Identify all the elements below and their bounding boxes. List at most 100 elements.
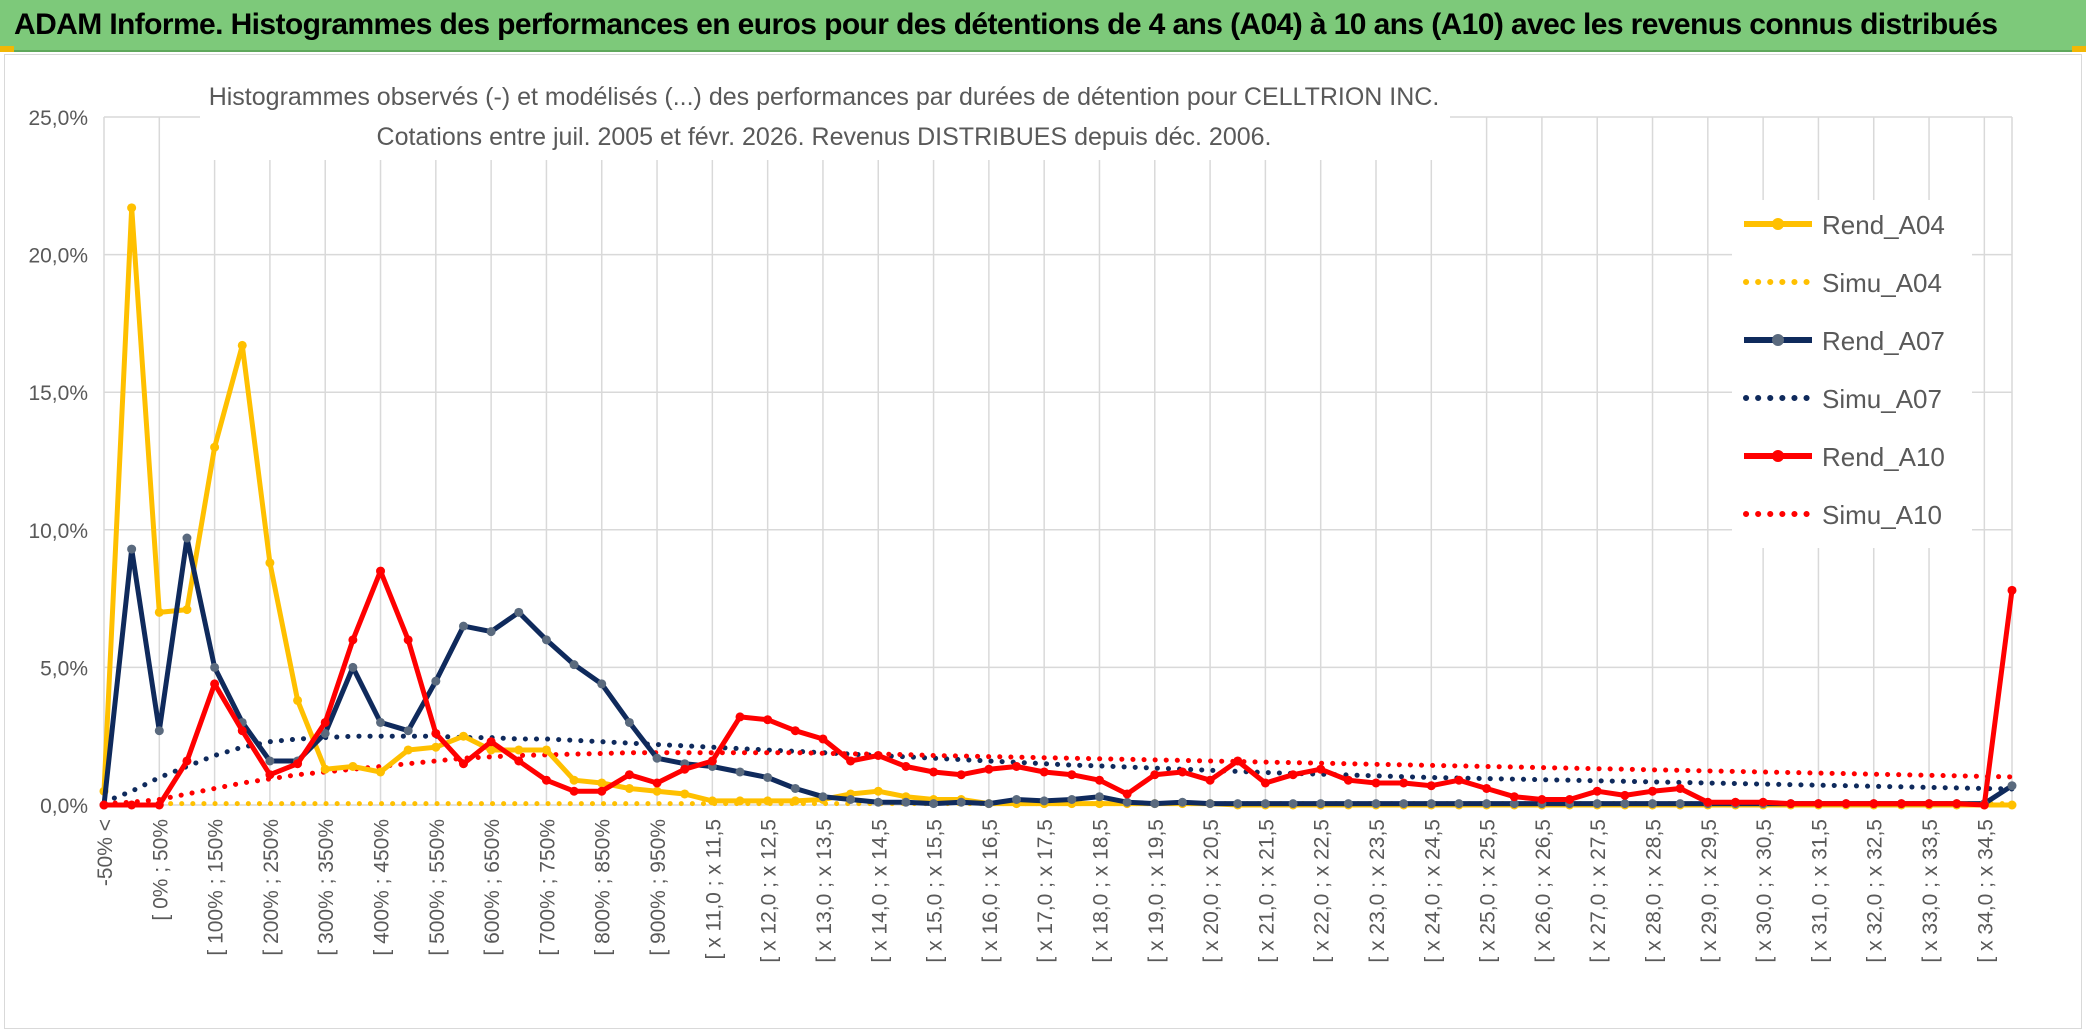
series-line-simu-a07 xyxy=(101,733,2015,805)
data-point-rend-a04 xyxy=(265,558,275,568)
data-point-rend-a07 xyxy=(1205,799,1215,809)
data-point-rend-a10 xyxy=(1426,781,1436,791)
data-point-rend-a10 xyxy=(1979,800,1989,810)
x-tick-label: [ x 26,0 ; x 26,5 xyxy=(1532,819,1555,963)
data-point-rend-a07 xyxy=(210,662,220,672)
data-point-rend-a07 xyxy=(1343,799,1353,809)
data-point-rend-a10 xyxy=(1482,783,1492,793)
data-point-rend-a10 xyxy=(237,726,247,736)
data-point-rend-a04 xyxy=(2007,800,2017,810)
y-tick-label: 5,0% xyxy=(40,657,88,680)
data-point-rend-a10 xyxy=(1205,775,1215,785)
x-tick-label: [ 100% ; 150% xyxy=(205,819,228,956)
corner-accent-right xyxy=(2072,46,2086,52)
data-point-rend-a04 xyxy=(790,796,800,806)
x-tick-label: [ 400% ; 450% xyxy=(371,819,394,956)
legend-label-rend-a10: Rend_A10 xyxy=(1822,442,1945,472)
data-point-rend-a04 xyxy=(541,745,551,755)
data-point-rend-a07 xyxy=(1675,799,1685,809)
data-point-rend-a04 xyxy=(154,607,164,617)
x-tick-label: [ 700% ; 750% xyxy=(536,819,559,956)
legend-item-rend-a10[interactable]: Rend_A10 xyxy=(1732,432,1972,490)
data-point-rend-a07 xyxy=(1509,799,1519,809)
data-point-rend-a10 xyxy=(1371,778,1381,788)
data-point-rend-a10 xyxy=(652,778,662,788)
data-point-rend-a10 xyxy=(1813,799,1823,809)
data-point-rend-a07 xyxy=(320,728,330,738)
data-point-rend-a07 xyxy=(458,621,468,631)
data-point-rend-a10 xyxy=(1537,794,1547,804)
x-tick-label: [ 900% ; 950% xyxy=(647,819,670,956)
y-tick-label: 15,0% xyxy=(28,382,88,405)
x-tick-label: [ x 21,0 ; x 21,5 xyxy=(1255,819,1278,963)
data-point-rend-a07 xyxy=(514,607,524,617)
x-tick-label: -50% < xyxy=(94,819,117,886)
x-tick-label: [ x 25,0 ; x 25,5 xyxy=(1477,819,1500,963)
corner-accent-left xyxy=(0,46,14,52)
x-tick-label: [ x 24,0 ; x 24,5 xyxy=(1421,819,1444,963)
data-point-rend-a10 xyxy=(1592,786,1602,796)
x-tick-label: [ 200% ; 250% xyxy=(260,819,283,956)
x-tick-label: [ x 13,0 ; x 13,5 xyxy=(813,819,836,963)
data-point-rend-a10 xyxy=(431,728,441,738)
data-point-rend-a07 xyxy=(1177,797,1187,807)
data-point-rend-a10 xyxy=(929,767,939,777)
x-tick-label: [ x 30,0 ; x 30,5 xyxy=(1753,819,1776,963)
data-point-rend-a10 xyxy=(1758,797,1768,807)
legend-item-simu-a04[interactable]: Simu_A04 xyxy=(1732,258,1972,316)
data-point-rend-a04 xyxy=(182,605,192,615)
data-point-rend-a07 xyxy=(873,797,883,807)
data-point-rend-a07 xyxy=(1454,799,1464,809)
data-point-rend-a04 xyxy=(403,745,413,755)
legend-swatch-simu-a07 xyxy=(1743,395,1814,401)
data-point-rend-a10 xyxy=(597,786,607,796)
data-point-rend-a07 xyxy=(2007,781,2017,791)
data-point-rend-a10 xyxy=(901,761,911,771)
data-point-rend-a10 xyxy=(458,759,468,769)
series-line-rend-a10 xyxy=(104,568,2015,808)
data-point-rend-a07 xyxy=(1094,792,1104,802)
x-tick-label: [ 300% ; 350% xyxy=(315,819,338,956)
data-point-rend-a10 xyxy=(210,679,220,689)
data-point-rend-a10 xyxy=(486,737,496,747)
data-point-rend-a07 xyxy=(790,783,800,793)
data-point-rend-a10 xyxy=(846,756,856,766)
legend-label-simu-a10: Simu_A10 xyxy=(1822,500,1942,530)
data-point-rend-a10 xyxy=(735,712,745,722)
legend-item-rend-a07[interactable]: Rend_A07 xyxy=(1732,316,1972,374)
data-point-rend-a07 xyxy=(624,717,634,727)
report-title: ADAM Informe. Histogrammes des performan… xyxy=(14,8,1998,41)
data-point-rend-a10 xyxy=(1565,794,1575,804)
legend-item-simu-a10[interactable]: Simu_A10 xyxy=(1732,490,1972,548)
report-header: ADAM Informe. Histogrammes des performan… xyxy=(0,0,2086,52)
data-point-rend-a10 xyxy=(1260,778,1270,788)
y-tick-label: 25,0% xyxy=(28,107,88,130)
data-point-rend-a10 xyxy=(1869,799,1879,809)
y-tick-label: 10,0% xyxy=(28,520,88,543)
x-tick-label: [ x 23,0 ; x 23,5 xyxy=(1366,819,1389,963)
data-point-rend-a07 xyxy=(818,792,828,802)
data-point-rend-a10 xyxy=(1150,770,1160,780)
data-point-rend-a04 xyxy=(763,796,773,806)
legend-item-simu-a07[interactable]: Simu_A07 xyxy=(1732,374,1972,432)
data-point-rend-a07 xyxy=(403,726,413,736)
chart-title-background xyxy=(200,76,1450,160)
data-point-rend-a10 xyxy=(1288,770,1298,780)
data-point-rend-a04 xyxy=(735,796,745,806)
data-point-rend-a10 xyxy=(541,775,551,785)
data-point-rend-a07 xyxy=(735,767,745,777)
data-point-rend-a10 xyxy=(320,717,330,727)
data-point-rend-a07 xyxy=(265,756,275,766)
data-point-rend-a04 xyxy=(597,778,607,788)
legend-item-rend-a04[interactable]: Rend_A04 xyxy=(1732,200,1972,258)
data-point-rend-a04 xyxy=(680,789,690,799)
data-point-rend-a07 xyxy=(929,799,939,809)
data-point-rend-a10 xyxy=(956,770,966,780)
data-point-rend-a10 xyxy=(1703,797,1713,807)
data-point-rend-a07 xyxy=(1122,797,1132,807)
y-tick-label: 0,0% xyxy=(40,795,88,818)
data-point-rend-a10 xyxy=(182,756,192,766)
data-point-rend-a04 xyxy=(293,695,303,705)
series-line-rend-a04 xyxy=(101,205,2012,808)
data-point-rend-a10 xyxy=(569,786,579,796)
